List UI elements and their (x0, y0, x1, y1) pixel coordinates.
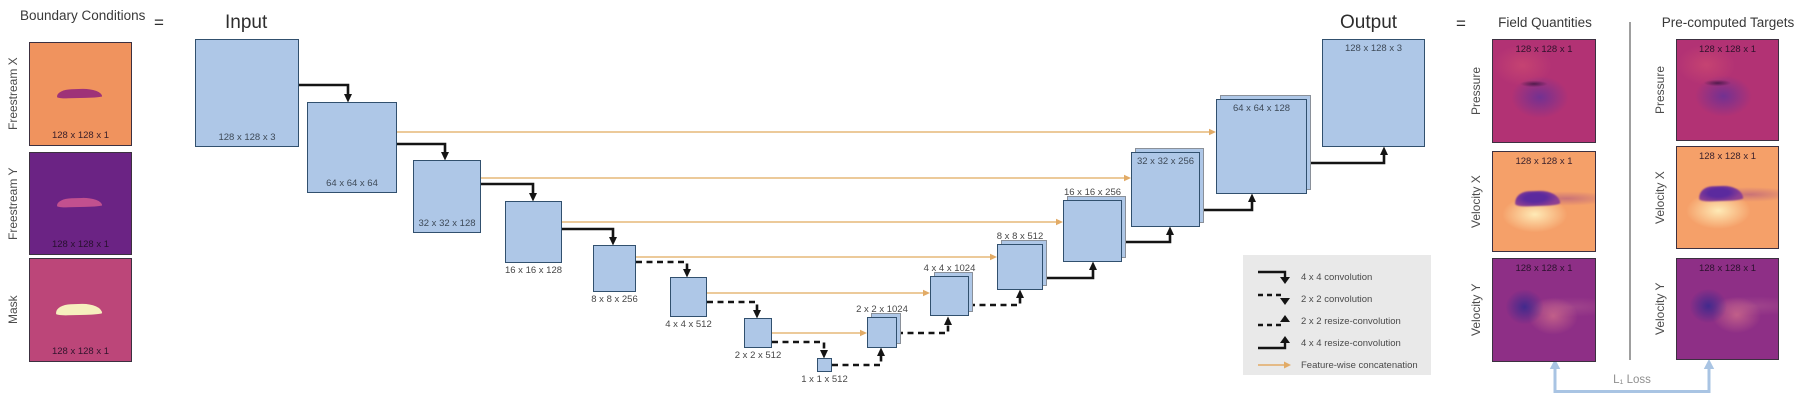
layer-dims: 4 x 4 x 512 (665, 319, 712, 330)
resize-conv-2x2-arrows (832, 289, 1024, 367)
layer-enc-4: 4 x 4 x 512 (665, 277, 712, 330)
target-velocity-x-dims: 128 x 128 x 1 (1698, 151, 1757, 162)
l1-loss-label: L₁ Loss (1613, 374, 1651, 386)
layer-dec-8: 8 x 8 x 512 (997, 231, 1043, 290)
fq-velocity-x-label: Velocity X (1469, 175, 1483, 228)
boundary-title: Boundary Conditions (20, 8, 146, 23)
layer-enc-32: 32 x 32 x 128 (413, 160, 481, 233)
freestream-y-label: Freestream Y (6, 167, 20, 240)
airfoil-shape (57, 197, 103, 209)
conv-2x2-arrows (636, 260, 828, 359)
target-velocity-x-image: 128 x 128 x 1 (1676, 146, 1779, 249)
fq-pressure-dims: 128 x 128 x 1 (1515, 44, 1573, 55)
layer-dec-64: 64 x 64 x 128 (1216, 99, 1307, 194)
layer-dims: 8 x 8 x 512 (996, 231, 1044, 242)
layer-output-128: 128 x 128 x 3 (1322, 39, 1425, 147)
conv-2x2-dashed-down-arrow-icon (1255, 290, 1301, 308)
resize-conv-2x2-dashed-up-arrow-icon (1255, 312, 1301, 330)
legend-label: Feature-wise concatenation (1301, 359, 1418, 371)
legend-row: Feature-wise concatenation (1255, 354, 1431, 376)
legend-row: 4 x 4 convolution (1255, 266, 1431, 288)
output-title: Output (1340, 12, 1398, 33)
target-velocity-y-image: 128 x 128 x 1 (1676, 258, 1779, 360)
legend-row: 4 x 4 resize-convolution (1255, 332, 1431, 354)
airfoil-shape (56, 303, 103, 316)
layer-dims: 64 x 64 x 64 (326, 178, 378, 189)
airfoil-shape (57, 88, 103, 99)
airfoil-shape (1698, 185, 1744, 203)
layer-enc-8: 8 x 8 x 256 (591, 245, 638, 305)
mask-label: Mask (6, 295, 20, 325)
layer-enc-2: 2 x 2 x 512 (735, 318, 781, 361)
freestream-y-image: 128 x 128 x 1 (29, 152, 132, 255)
layer-dims: 16 x 16 x 256 (1063, 187, 1122, 198)
l1-loss-arrow (1549, 359, 1715, 393)
layer-dec-16: 16 x 16 x 256 (1063, 187, 1122, 262)
concat-orange-arrow-icon (1255, 356, 1301, 374)
input-title: Input (225, 12, 268, 33)
layer-dims: 32 x 32 x 128 (418, 218, 476, 229)
target-pressure-image: 128 x 128 x 1 (1676, 39, 1779, 141)
target-velocity-y-dims: 128 x 128 x 1 (1698, 263, 1757, 274)
boundary-title-wrap: Boundary Conditions (20, 8, 145, 23)
target-velocity-y-label: Velocity Y (1653, 282, 1667, 336)
legend-label: 2 x 2 convolution (1301, 293, 1373, 305)
fq-velocity-x-image: 128 x 128 x 1 (1492, 151, 1596, 252)
fq-velocity-y-image: 128 x 128 x 1 (1492, 258, 1596, 362)
target-pressure-dims: 128 x 128 x 1 (1698, 44, 1757, 55)
layer-dec-32: 32 x 32 x 256 (1131, 152, 1200, 227)
layer-dims: 1 x 1 x 512 (801, 374, 848, 385)
freestream-x-image: 128 x 128 x 1 (29, 42, 132, 146)
concat-arrows (397, 128, 1216, 337)
layer-enc-16: 16 x 16 x 128 (505, 201, 562, 276)
layer-dims: 32 x 32 x 256 (1136, 156, 1195, 167)
layer-dims: 2 x 2 x 1024 (856, 304, 908, 315)
layer-input-128: 128 x 128 x 3 (195, 39, 299, 147)
target-velocity-x-label: Velocity X (1653, 171, 1667, 224)
layer-dims: 128 x 128 x 3 (218, 132, 276, 143)
airfoil-shape (1515, 189, 1561, 207)
equals-sign-left: = (154, 13, 164, 32)
layer-dec-2: 2 x 2 x 1024 (856, 304, 908, 348)
legend-label: 2 x 2 resize-convolution (1301, 315, 1401, 327)
legend-label: 4 x 4 convolution (1301, 271, 1373, 283)
layer-dims: 2 x 2 x 512 (734, 350, 782, 361)
layer-dims: 128 x 128 x 3 (1344, 43, 1403, 54)
mask-image: 128 x 128 x 1 (29, 258, 132, 362)
resize-conv-4x4-solid-up-arrow-icon (1255, 334, 1301, 352)
fq-velocity-x-dims: 128 x 128 x 1 (1515, 156, 1573, 167)
legend-label: 4 x 4 resize-convolution (1301, 337, 1401, 349)
target-pressure-label: Pressure (1653, 65, 1667, 115)
targets-title: Pre-computed Targets (1661, 15, 1795, 30)
legend-row: 2 x 2 convolution (1255, 288, 1431, 310)
layer-dims: 8 x 8 x 256 (591, 294, 638, 305)
resize-conv-4x4-arrows (1043, 146, 1388, 280)
equals-sign-right: = (1456, 14, 1466, 33)
fq-pressure-image: 128 x 128 x 1 (1492, 39, 1596, 143)
fq-velocity-y-label: Velocity Y (1469, 283, 1483, 337)
conv-4x4-solid-down-arrow-icon (1255, 268, 1301, 286)
freestream-x-dims: 128 x 128 x 1 (51, 130, 110, 141)
layer-dims: 4 x 4 x 1024 (923, 263, 976, 274)
fq-pressure-label: Pressure (1469, 66, 1483, 116)
conv-4x4-arrows (299, 83, 617, 246)
freestream-x-label: Freestream X (6, 57, 20, 131)
freestream-y-dims: 128 x 128 x 1 (51, 239, 110, 250)
layer-dims: 16 x 16 x 128 (504, 265, 563, 276)
fq-velocity-y-dims: 128 x 128 x 1 (1515, 263, 1573, 274)
layer-enc-64: 64 x 64 x 64 (307, 102, 397, 193)
legend-row: 2 x 2 resize-convolution (1255, 310, 1431, 332)
layer-dec-4: 4 x 4 x 1024 (924, 263, 975, 316)
layer-dims: 64 x 64 x 128 (1232, 103, 1291, 114)
field-quantities-title: Field Quantities (1498, 15, 1592, 30)
mask-dims: 128 x 128 x 1 (51, 346, 110, 357)
legend: 4 x 4 convolution 2 x 2 convolution 2 x … (1243, 255, 1431, 375)
layer-bottleneck-1: 1 x 1 x 512 (801, 358, 848, 385)
